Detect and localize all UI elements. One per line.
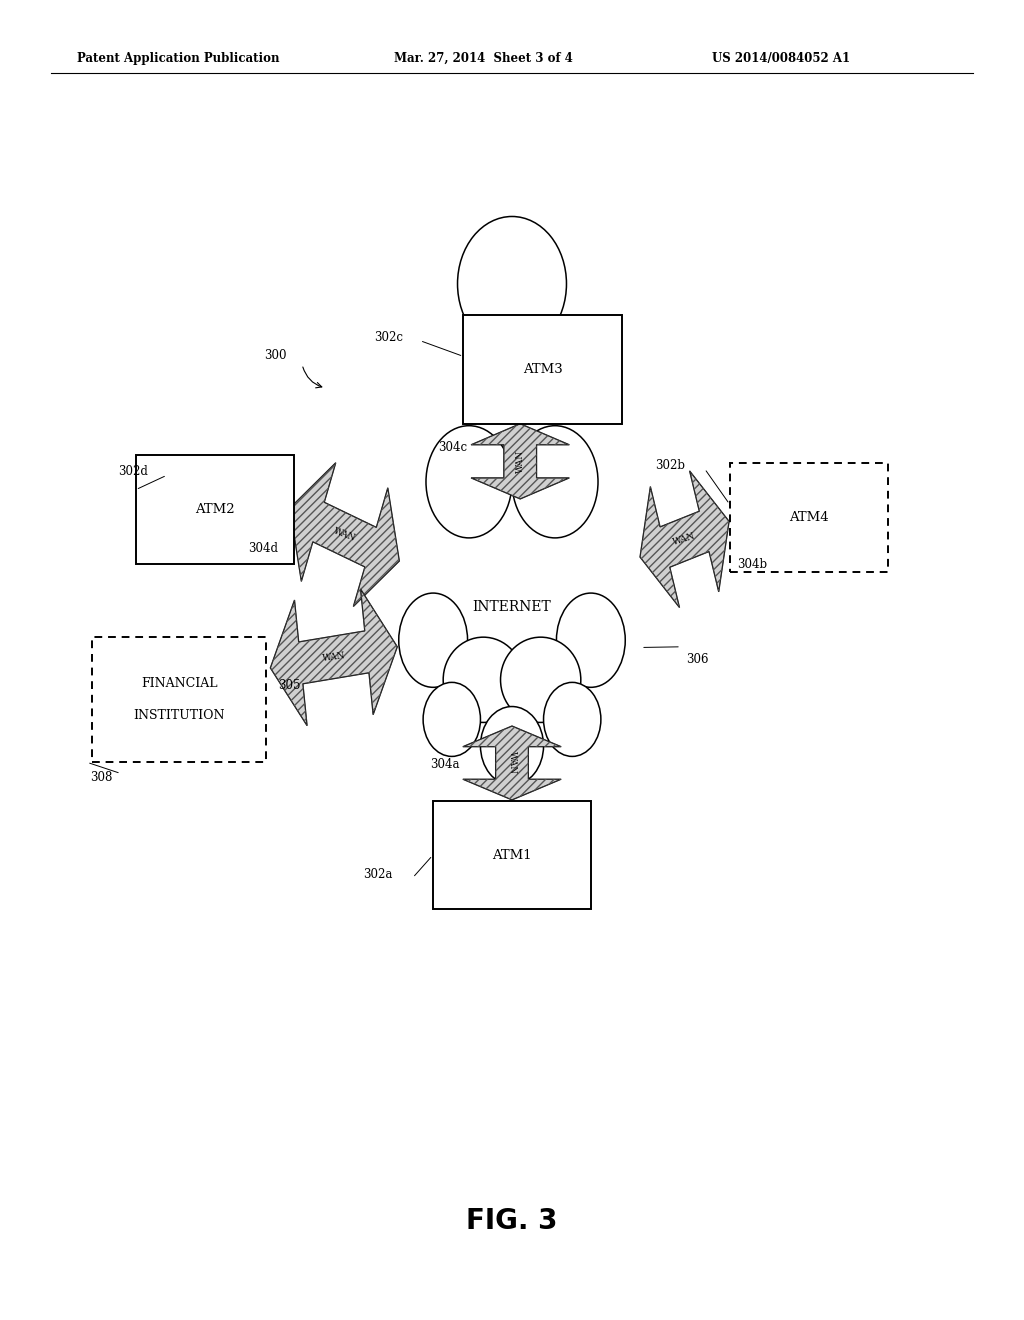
Text: FINANCIAL: FINANCIAL — [141, 677, 217, 690]
Polygon shape — [290, 463, 399, 606]
Bar — [432, 801, 592, 909]
Text: FIG. 3: FIG. 3 — [466, 1206, 558, 1236]
Text: 305: 305 — [279, 678, 301, 692]
Ellipse shape — [512, 425, 598, 539]
Ellipse shape — [501, 638, 581, 722]
Bar — [729, 463, 889, 572]
Polygon shape — [270, 589, 397, 726]
Text: 302d: 302d — [118, 465, 147, 478]
Ellipse shape — [398, 593, 468, 688]
Text: ATM1: ATM1 — [493, 849, 531, 862]
Bar — [463, 315, 623, 424]
Text: WAN: WAN — [332, 527, 357, 543]
Ellipse shape — [556, 593, 626, 688]
Text: 304a: 304a — [430, 758, 460, 771]
Polygon shape — [471, 424, 569, 499]
Text: Mar. 27, 2014  Sheet 3 of 4: Mar. 27, 2014 Sheet 3 of 4 — [394, 51, 573, 65]
Ellipse shape — [480, 706, 544, 785]
Ellipse shape — [426, 425, 512, 539]
Text: WAN: WAN — [322, 651, 346, 664]
Polygon shape — [640, 471, 729, 607]
Text: 308: 308 — [90, 771, 113, 784]
Ellipse shape — [458, 216, 566, 351]
Text: 302b: 302b — [655, 458, 685, 471]
Text: 302a: 302a — [364, 867, 393, 880]
Ellipse shape — [423, 682, 480, 756]
Text: US 2014/0084052 A1: US 2014/0084052 A1 — [712, 51, 850, 65]
Ellipse shape — [544, 682, 601, 756]
Text: ATM2: ATM2 — [196, 503, 234, 516]
Text: 304b: 304b — [737, 557, 767, 570]
Ellipse shape — [443, 638, 523, 722]
Ellipse shape — [361, 502, 663, 726]
Text: INSTITUTION: INSTITUTION — [133, 709, 225, 722]
Text: 306: 306 — [686, 652, 709, 665]
Text: INTERNET: INTERNET — [473, 601, 551, 614]
Text: Patent Application Publication: Patent Application Publication — [77, 51, 280, 65]
Text: 300: 300 — [264, 348, 287, 362]
Text: 304d: 304d — [248, 541, 278, 554]
Text: 302c: 302c — [374, 330, 402, 343]
Text: WAN: WAN — [508, 751, 516, 775]
Bar — [135, 455, 295, 564]
Text: WAN: WAN — [516, 450, 524, 473]
Text: ATM4: ATM4 — [790, 511, 828, 524]
Text: WAN: WAN — [672, 532, 697, 546]
Bar — [92, 638, 266, 763]
Text: 304c: 304c — [438, 441, 467, 454]
Text: ATM3: ATM3 — [523, 363, 562, 376]
Polygon shape — [463, 726, 561, 800]
